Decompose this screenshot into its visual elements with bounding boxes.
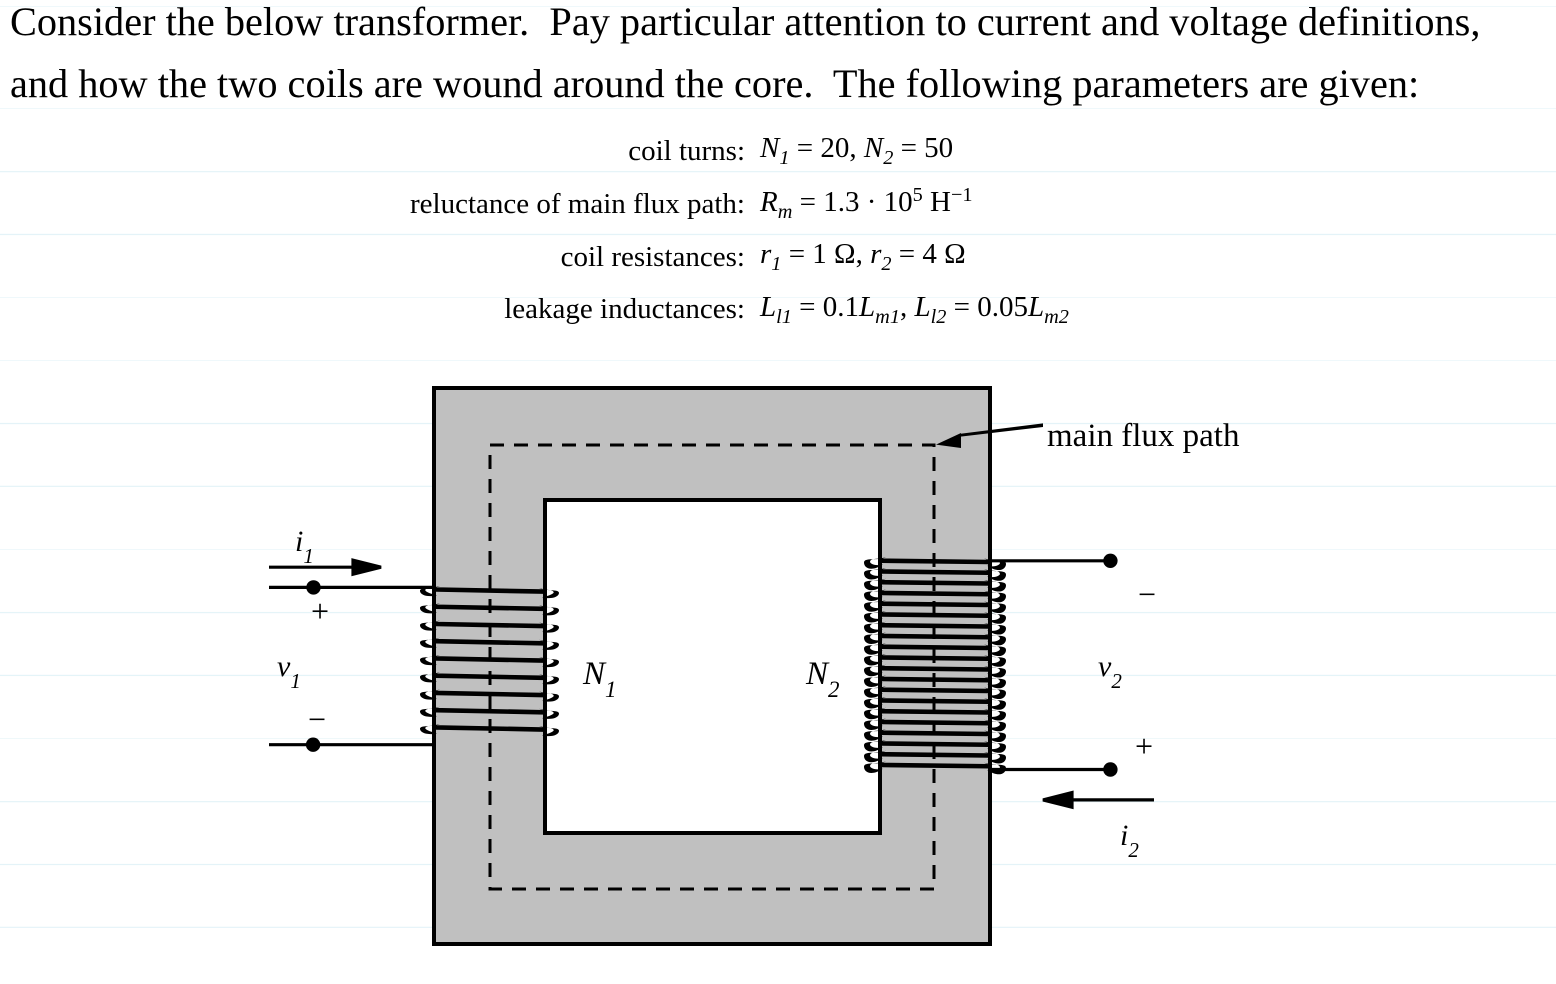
svg-text:main flux path: main flux path (1047, 418, 1240, 454)
svg-text:i2: i2 (1120, 819, 1139, 862)
svg-text:+: + (1135, 728, 1153, 764)
svg-text:v2: v2 (1098, 650, 1122, 693)
svg-text:v1: v1 (277, 650, 301, 693)
svg-text:i1: i1 (295, 525, 314, 568)
svg-text:−: − (308, 701, 326, 737)
svg-text:+: + (311, 593, 329, 629)
svg-text:−: − (1138, 576, 1156, 612)
